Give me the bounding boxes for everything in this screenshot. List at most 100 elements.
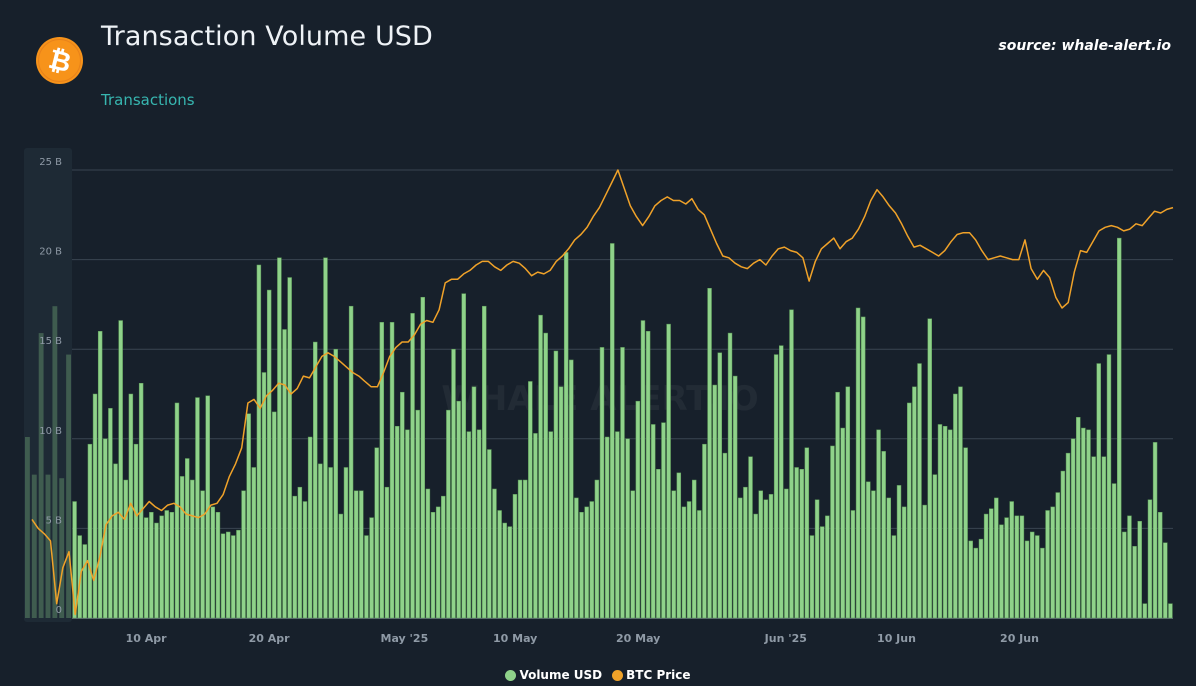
volume-bar bbox=[471, 386, 477, 619]
volume-bar bbox=[1163, 542, 1168, 619]
volume-bar bbox=[1004, 517, 1009, 619]
volume-bar bbox=[932, 474, 938, 619]
volume-bar bbox=[364, 535, 369, 619]
y-tick-label: 20 B bbox=[39, 247, 62, 258]
volume-bar bbox=[1050, 506, 1055, 619]
volume-bar bbox=[210, 506, 216, 619]
volume-bar bbox=[615, 431, 620, 619]
volume-bar bbox=[159, 515, 164, 619]
volume-bar bbox=[907, 402, 912, 619]
volume-bar bbox=[656, 469, 661, 619]
volume-bar bbox=[983, 513, 989, 619]
volume-bar bbox=[138, 383, 144, 619]
volume-bar bbox=[1137, 520, 1142, 619]
volume-bar bbox=[1168, 603, 1173, 619]
volume-bar bbox=[256, 264, 262, 619]
volume-bar bbox=[809, 535, 815, 619]
volume-bar bbox=[174, 402, 180, 619]
volume-bar bbox=[1035, 535, 1040, 619]
volume-bar bbox=[886, 497, 892, 619]
source-label: source: whale-alert.io bbox=[998, 38, 1171, 54]
volume-bar bbox=[574, 497, 579, 619]
volume-bar bbox=[922, 504, 927, 619]
volume-bar bbox=[277, 257, 282, 619]
volume-bar bbox=[553, 350, 559, 619]
volume-bar bbox=[333, 348, 338, 619]
volume-bar bbox=[272, 411, 277, 619]
volume-bar bbox=[1029, 531, 1035, 619]
volume-bar bbox=[482, 305, 487, 619]
volume-bar bbox=[820, 526, 825, 619]
volume-bar bbox=[476, 429, 482, 619]
volume-bar bbox=[927, 318, 932, 619]
navigator-panel[interactable] bbox=[24, 148, 72, 622]
volume-bar bbox=[768, 494, 774, 619]
volume-bar bbox=[149, 512, 154, 619]
range-navigator[interactable] bbox=[24, 148, 72, 622]
volume-bar bbox=[717, 352, 723, 619]
volume-bar bbox=[251, 467, 257, 619]
volume-bar bbox=[133, 443, 139, 619]
x-axis-labels: 10 Apr 20 Apr May '25 10 May 20 May Jun '25 10… bbox=[126, 632, 1039, 645]
volume-bar bbox=[190, 479, 195, 619]
volume-bar bbox=[302, 501, 308, 619]
volume-bar bbox=[425, 488, 431, 619]
legend-dot-price bbox=[612, 669, 624, 681]
volume-bar bbox=[108, 408, 113, 619]
volume-bar bbox=[435, 506, 441, 619]
volume-bar bbox=[215, 512, 221, 619]
volume-bar bbox=[451, 348, 456, 619]
volume-bar bbox=[87, 443, 93, 619]
btc-price-series bbox=[31, 169, 1174, 616]
volume-bar bbox=[789, 309, 794, 619]
y-axis-labels: 0 5 B 10 B 15 B 20 B 25 B bbox=[39, 157, 62, 616]
volume-bar bbox=[1147, 499, 1153, 619]
volume-bar bbox=[1111, 483, 1117, 619]
volume-bar bbox=[651, 424, 656, 619]
volume-bar bbox=[517, 479, 523, 619]
volume-bar bbox=[1060, 470, 1066, 619]
x-tick-label: 10 Jun bbox=[877, 632, 916, 645]
volume-bar bbox=[287, 277, 292, 619]
legend-item-price[interactable]: BTC Price bbox=[612, 668, 691, 682]
volume-bar bbox=[1152, 442, 1158, 619]
chart-subtitle: Transactions bbox=[101, 91, 195, 109]
volume-bar bbox=[1009, 501, 1014, 619]
legend-item-volume[interactable]: Volume USD bbox=[505, 668, 602, 682]
volume-bar bbox=[840, 427, 845, 619]
volume-bar bbox=[1081, 427, 1086, 619]
volume-bar bbox=[814, 499, 820, 619]
volume-bar bbox=[538, 314, 543, 619]
volume-bar bbox=[697, 510, 702, 619]
volume-bar bbox=[722, 452, 728, 619]
navigator-bar bbox=[66, 354, 71, 618]
volume-bar bbox=[430, 512, 436, 619]
navigator-bar bbox=[45, 474, 51, 618]
volume-bar bbox=[241, 490, 246, 619]
volume-bar bbox=[1055, 492, 1060, 619]
navigator-bar bbox=[38, 333, 44, 618]
volume-bar bbox=[989, 508, 994, 619]
volume-bar bbox=[492, 488, 497, 619]
volume-bar bbox=[558, 386, 564, 619]
volume-bar bbox=[891, 535, 897, 619]
volume-bar bbox=[77, 535, 82, 619]
volume-bar bbox=[968, 540, 973, 619]
volume-bar bbox=[1117, 237, 1122, 619]
volume-bar bbox=[594, 479, 600, 619]
volume-bar bbox=[456, 400, 461, 619]
volume-bar bbox=[318, 463, 323, 619]
volume-bar bbox=[860, 316, 866, 619]
volume-bar bbox=[118, 320, 123, 619]
volume-bar bbox=[1086, 429, 1091, 619]
navigator-bar bbox=[52, 306, 58, 618]
volume-bar bbox=[845, 386, 851, 619]
volume-bar bbox=[466, 431, 472, 619]
volume-bar bbox=[420, 296, 425, 619]
volume-bar bbox=[384, 486, 390, 619]
bitcoin-logo: ₿ bbox=[36, 37, 83, 84]
volume-bar bbox=[282, 329, 287, 619]
volume-bar bbox=[72, 501, 77, 619]
y-tick-label: 5 B bbox=[46, 515, 63, 526]
